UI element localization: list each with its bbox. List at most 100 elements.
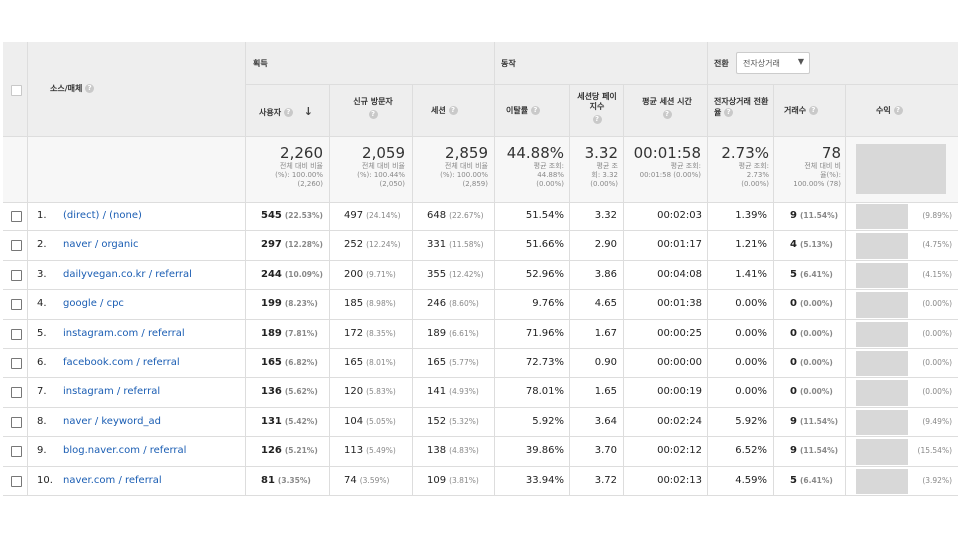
users-value: 244 (10.09%) <box>261 268 323 280</box>
help-icon[interactable]: ? <box>368 110 378 119</box>
avg-session-duration-value: 00:02:13 <box>657 474 702 486</box>
help-icon[interactable]: ? <box>724 108 734 117</box>
table-row[interactable]: 4. google / cpc 199 (8.23%) 185 (8.98%) 246 (8.… <box>3 290 958 320</box>
row-checkbox[interactable] <box>11 269 22 281</box>
row-checkbox[interactable] <box>11 475 22 487</box>
row-checkbox[interactable] <box>11 416 22 428</box>
select-all-checkbox[interactable] <box>11 85 22 96</box>
pages-per-session-column-header[interactable]: 세션당 페이지수 ? <box>575 92 619 125</box>
summary-ecommerce-conversion-rate: 2.73% 평균 조회: 2.73% (0.00%) <box>711 144 769 189</box>
summary-conversion-rate-note: (0.00%) <box>741 180 769 188</box>
sort-down-arrow-icon[interactable]: ↓ <box>303 105 313 118</box>
help-icon[interactable]: ? <box>85 84 95 93</box>
row-number: 3. <box>37 268 47 280</box>
source-medium-link[interactable]: instagram.com / referral <box>63 327 185 339</box>
row-checkbox[interactable] <box>11 240 22 252</box>
users-value: 131 (5.42%) <box>261 415 318 427</box>
bounce-rate-value: 51.54% <box>525 210 564 221</box>
sessions-column-header[interactable]: 세션 ? <box>431 105 458 116</box>
help-icon[interactable]: ? <box>808 106 818 115</box>
row-checkbox[interactable] <box>11 446 22 458</box>
conversion-rate-value: 4.59% <box>735 474 767 486</box>
avg-session-duration-column-header[interactable]: 평균 세션 시간 ? <box>629 96 705 119</box>
table-row[interactable]: 7. instagram / referral 136 (5.62%) 120 (5.83… <box>3 378 958 408</box>
users-value-percent: (5.42%) <box>284 416 318 426</box>
users-value: 165 (6.82%) <box>261 357 318 368</box>
source-medium-link[interactable]: (direct) / (none) <box>63 210 142 221</box>
bounce-rate-value: 72.73% <box>525 357 564 368</box>
table-row[interactable]: 6. facebook.com / referral 165 (6.82%) 165 (8… <box>3 349 958 379</box>
revenue-redacted <box>856 321 908 347</box>
source-medium-link[interactable]: blog.naver.com / referral <box>63 445 187 457</box>
table-row[interactable]: 9. blog.naver.com / referral 126 (5.21%) 113… <box>3 437 958 467</box>
help-icon[interactable]: ? <box>283 108 293 117</box>
summary-bounce-rate-note: 평균 조회: <box>533 162 564 170</box>
conversion-rate-value: 1.41% <box>735 268 767 280</box>
sessions-value: 141 (4.93%) <box>427 386 479 398</box>
row-checkbox[interactable] <box>11 328 22 340</box>
source-medium-link[interactable]: google / cpc <box>63 298 124 310</box>
dropdown-caret-icon: ▼ <box>797 57 804 66</box>
pages-per-session-value: 3.64 <box>594 415 617 427</box>
row-checkbox[interactable] <box>11 387 22 399</box>
revenue-redacted <box>856 262 908 289</box>
sessions-value: 355 (12.42%) <box>427 268 484 280</box>
pages-per-session-value: 0.90 <box>594 357 617 368</box>
source-medium-link[interactable]: instagram / referral <box>63 386 161 398</box>
summary-new-users-value: 2,059 <box>362 144 405 162</box>
source-medium-link[interactable]: naver / keyword_ad <box>63 415 161 427</box>
new-users-value: 252 (12.24%) <box>344 239 401 251</box>
users-value-percent: (5.62%) <box>284 387 318 397</box>
users-value: 126 (5.21%) <box>261 445 318 457</box>
summary-sessions-note: 전체 대비 비율 <box>444 162 488 170</box>
sessions-value-percent: (22.67%) <box>449 211 484 220</box>
users-column-header[interactable]: 사용자 ? ↓ <box>259 105 313 118</box>
new-users-value-percent: (5.49%) <box>366 446 396 456</box>
source-medium-header[interactable]: 소스/매체 ? <box>50 83 95 94</box>
users-value: 136 (5.62%) <box>261 386 318 398</box>
transactions-value-percent: (6.41%) <box>799 269 833 279</box>
sessions-value-percent: (5.32%) <box>449 416 479 426</box>
revenue-redacted <box>856 380 908 406</box>
users-column-label: 사용자 <box>259 108 282 117</box>
help-icon[interactable]: ? <box>662 110 672 119</box>
source-medium-link[interactable]: naver / organic <box>63 239 139 251</box>
row-checkbox[interactable] <box>11 211 22 222</box>
help-icon[interactable]: ? <box>448 106 458 115</box>
sessions-value: 189 (6.61%) <box>427 327 479 339</box>
bounce-rate-column-header[interactable]: 이탈률 ? <box>506 105 540 116</box>
bounce-rate-value: 9.76% <box>532 298 564 310</box>
table-row[interactable]: 8. naver / keyword_ad 131 (5.42%) 104 (5.05%)… <box>3 408 958 438</box>
source-medium-link[interactable]: facebook.com / referral <box>63 357 180 368</box>
ecommerce-conversion-rate-column-header[interactable]: 전자상거래 전환율 ? <box>714 96 769 118</box>
revenue-column-header[interactable]: 수익 ? <box>876 105 903 116</box>
revenue-percent: (3.92%) <box>922 475 952 485</box>
sessions-value-percent: (3.81%) <box>449 475 479 485</box>
summary-bounce-rate-value: 44.88% <box>506 144 564 162</box>
table-row[interactable]: 10. naver.com / referral 81 (3.35%) 74 (3.59%… <box>3 467 958 496</box>
summary-bounce-rate: 44.88% 평균 조회: 44.88% (0.00%) <box>498 144 564 189</box>
table-row[interactable]: 1. (direct) / (none) 545 (22.53%) 497 (24.14%… <box>3 202 958 232</box>
users-value-percent: (22.53%) <box>284 211 323 220</box>
acquisition-group-header: 획득 <box>253 59 268 68</box>
transactions-column-header[interactable]: 거래수 ? <box>784 105 818 116</box>
table-row[interactable]: 5. instagram.com / referral 189 (7.81%) 172(… <box>3 320 958 349</box>
help-icon[interactable]: ? <box>893 106 903 115</box>
revenue-redacted <box>856 439 908 465</box>
help-icon[interactable]: ? <box>530 106 540 115</box>
conversion-type-select[interactable]: 전자상거래 ▼ <box>736 52 810 74</box>
help-icon[interactable]: ? <box>592 115 602 124</box>
source-medium-link[interactable]: naver.com / referral <box>63 474 162 486</box>
row-checkbox[interactable] <box>11 299 22 311</box>
bounce-rate-value: 71.96% <box>525 327 564 339</box>
row-checkbox[interactable] <box>11 358 22 369</box>
conversion-rate-value: 0.00% <box>735 327 767 339</box>
table-row[interactable]: 2. naver / organic 297 (12.28%) 252 (12.24%) 3… <box>3 231 958 261</box>
pages-per-session-value: 3.86 <box>594 268 617 280</box>
conversion-rate-value: 6.52% <box>735 445 767 457</box>
new-users-column-header[interactable]: 신규 방문자 ? <box>343 96 403 119</box>
source-medium-link[interactable]: dailyvegan.co.kr / referral <box>63 268 192 280</box>
table-row[interactable]: 3. dailyvegan.co.kr / referral 244 (10.09%)… <box>3 261 958 291</box>
revenue-percent: (4.75%) <box>922 240 952 250</box>
summary-sessions-value: 2,859 <box>445 144 488 162</box>
